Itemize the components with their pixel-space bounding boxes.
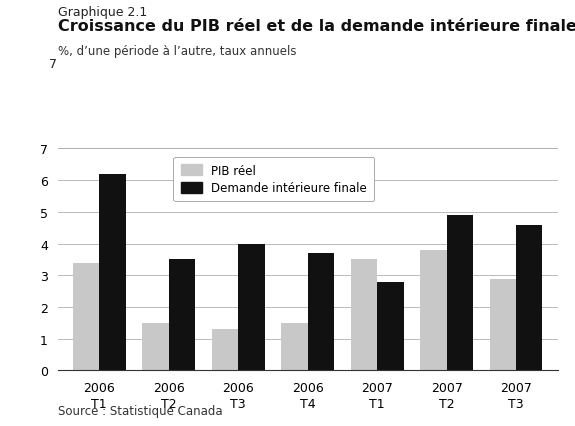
- Text: Graphique 2.1: Graphique 2.1: [58, 6, 147, 19]
- Bar: [73, 263, 99, 371]
- Bar: [516, 225, 542, 371]
- Bar: [377, 282, 404, 371]
- Text: Source : Statistique Canada: Source : Statistique Canada: [58, 405, 222, 417]
- Bar: [142, 323, 168, 371]
- Bar: [238, 244, 264, 371]
- Text: 7: 7: [49, 58, 58, 70]
- Bar: [212, 329, 238, 371]
- Bar: [420, 250, 447, 371]
- Bar: [281, 323, 308, 371]
- Bar: [168, 260, 195, 371]
- Bar: [99, 174, 125, 371]
- Bar: [447, 216, 473, 371]
- Bar: [308, 253, 334, 371]
- Bar: [490, 279, 516, 371]
- Bar: [351, 260, 377, 371]
- Text: %, d’une période à l’autre, taux annuels: %, d’une période à l’autre, taux annuels: [58, 45, 296, 58]
- Text: Croissance du PIB réel et de la demande intérieure finale: Croissance du PIB réel et de la demande …: [58, 19, 575, 34]
- Legend: PIB réel, Demande intérieure finale: PIB réel, Demande intérieure finale: [174, 157, 374, 202]
